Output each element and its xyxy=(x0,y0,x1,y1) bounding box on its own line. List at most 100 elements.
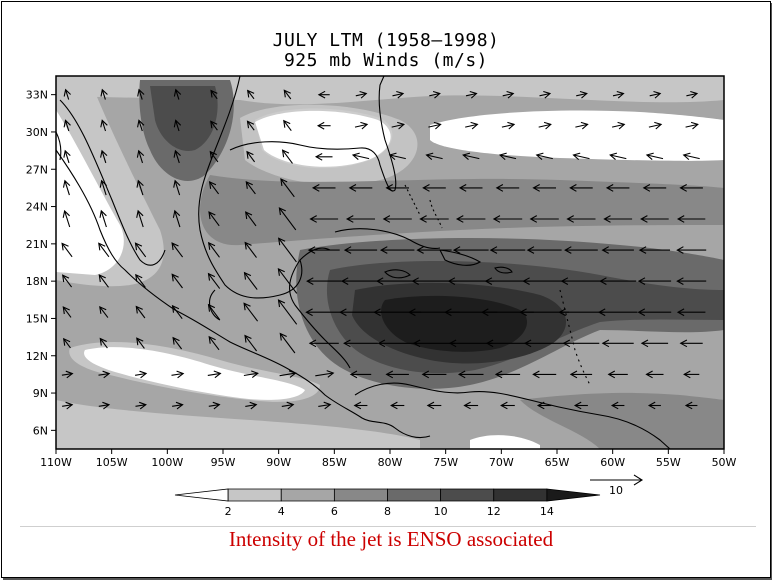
wind-vector-shaft xyxy=(429,92,440,97)
wind-vector-shaft xyxy=(502,92,514,97)
wind-vector-head xyxy=(360,121,369,130)
wind-vector-head xyxy=(100,88,108,97)
wind-vector-head xyxy=(243,271,252,280)
central-america-east xyxy=(289,259,351,369)
wind-vector-head xyxy=(617,121,626,130)
reference-vector-label: 10 xyxy=(609,484,623,497)
wind-vector-shaft xyxy=(99,338,108,349)
wind-vector-head xyxy=(605,184,614,192)
wind-vector-shaft xyxy=(62,306,72,318)
wind-vector-shaft xyxy=(64,180,70,196)
wind-vector-shaft xyxy=(391,123,405,128)
wind-vector-shaft xyxy=(210,90,218,100)
colorbar-label: 2 xyxy=(225,505,232,518)
wind-vector-head xyxy=(645,152,654,161)
wind-vector-head xyxy=(278,207,286,216)
wind-vector-head xyxy=(690,90,699,99)
wind-vector-head xyxy=(637,308,646,317)
wind-vector-shaft xyxy=(278,207,297,231)
wind-vector-head xyxy=(171,273,179,282)
map-title-line1: JULY LTM (1958–1998) xyxy=(272,30,500,51)
longitude-axis: 110W 105W 100W 95W 90W 85W 80W 75W 70W 65W 60W 55W 5… xyxy=(40,449,737,469)
wind-vector-shaft xyxy=(135,372,147,376)
wind-vector-head xyxy=(137,88,145,97)
wind-vector-head xyxy=(98,242,106,251)
wind-vector-head xyxy=(349,370,358,379)
south-america-north xyxy=(354,382,671,449)
colorbar-segment xyxy=(387,488,442,502)
pacific-coast xyxy=(56,149,431,439)
wind-vector-head xyxy=(171,304,180,313)
shade-white-west xyxy=(56,110,124,275)
wind-vector-head xyxy=(419,215,427,223)
shade-darker-nw xyxy=(150,86,218,151)
wind-vector-shaft xyxy=(499,154,517,160)
jamaica xyxy=(384,269,411,279)
wind-vector-shaft xyxy=(243,372,258,377)
wind-vector-head xyxy=(172,209,181,218)
slide-caption: Intensity of the jet is ENSO associated xyxy=(228,527,554,551)
wind-vector-head xyxy=(485,339,494,348)
wind-vector-head xyxy=(63,337,71,346)
wind-vector-head xyxy=(99,209,107,218)
wind-vector-head xyxy=(498,152,507,161)
wind-vector-head xyxy=(62,274,70,283)
wind-vector-head xyxy=(580,121,589,130)
wind-vector-head xyxy=(99,179,108,188)
wind-vector-shaft xyxy=(318,403,331,407)
wind-vector-shaft xyxy=(135,274,146,288)
wind-vector-head xyxy=(532,370,540,379)
wind-vector-head xyxy=(102,370,111,379)
wind-vector-head xyxy=(247,89,255,98)
wind-vector-shaft xyxy=(135,404,146,407)
wind-vector-head xyxy=(382,215,391,223)
wind-vector-head xyxy=(682,152,691,161)
wind-vector-head xyxy=(63,149,71,158)
lat-tick-label: 30N xyxy=(26,126,48,139)
wind-vector-head xyxy=(616,90,625,99)
wind-vector-head xyxy=(543,121,552,130)
wind-vector-shaft xyxy=(138,120,143,132)
wind-vector-head xyxy=(173,119,182,128)
wind-vector-shaft xyxy=(135,242,147,258)
wind-vector-head xyxy=(135,305,143,314)
wind-vector-shaft xyxy=(245,404,257,407)
wind-vector-head xyxy=(603,215,611,223)
wind-vector-shaft xyxy=(137,210,144,228)
wind-vector-head xyxy=(396,90,405,99)
wind-vector-head xyxy=(281,149,290,158)
wind-vector-head xyxy=(469,90,478,99)
wind-vector-head xyxy=(444,308,452,317)
wind-vector-head xyxy=(102,401,111,410)
wind-vector-head xyxy=(176,370,185,379)
wind-vector-head xyxy=(373,308,381,317)
wind-vector-shaft xyxy=(247,120,255,131)
wind-vector-head xyxy=(251,370,259,379)
colorbar-segment xyxy=(280,488,335,502)
colorbar-label: 12 xyxy=(487,505,501,518)
wind-vector-head xyxy=(458,184,467,192)
gulf-north-florida xyxy=(229,76,397,192)
wind-vector-shaft xyxy=(686,92,698,97)
wind-vector-shaft xyxy=(208,273,221,289)
wind-vector-shaft xyxy=(172,337,183,350)
wind-vector-shaft xyxy=(246,151,256,163)
wind-vector-shaft xyxy=(426,154,443,160)
wind-vector-head xyxy=(601,339,610,348)
wind-vector-shaft xyxy=(465,92,477,97)
colorbar-segment xyxy=(440,488,495,502)
wind-vector-head xyxy=(345,215,354,223)
wind-vector-head xyxy=(244,334,252,343)
puerto-rico xyxy=(494,266,513,274)
shade-white-12n xyxy=(84,347,306,400)
wind-vector-shaft xyxy=(61,243,73,258)
lon-tick-label: 105W xyxy=(96,456,128,469)
wind-vector-head xyxy=(244,241,252,250)
lon-tick-label: 75W xyxy=(433,456,458,469)
wind-vector-shaft xyxy=(98,274,109,288)
latitude-axis: 33N 30N 27N 24N 21N 18N 15N 12N 9N 6N xyxy=(26,89,56,437)
wind-vector-shaft xyxy=(282,149,293,164)
wind-vector-head xyxy=(208,335,216,344)
wind-vector-head xyxy=(63,119,71,128)
wind-vector-head xyxy=(638,246,647,254)
